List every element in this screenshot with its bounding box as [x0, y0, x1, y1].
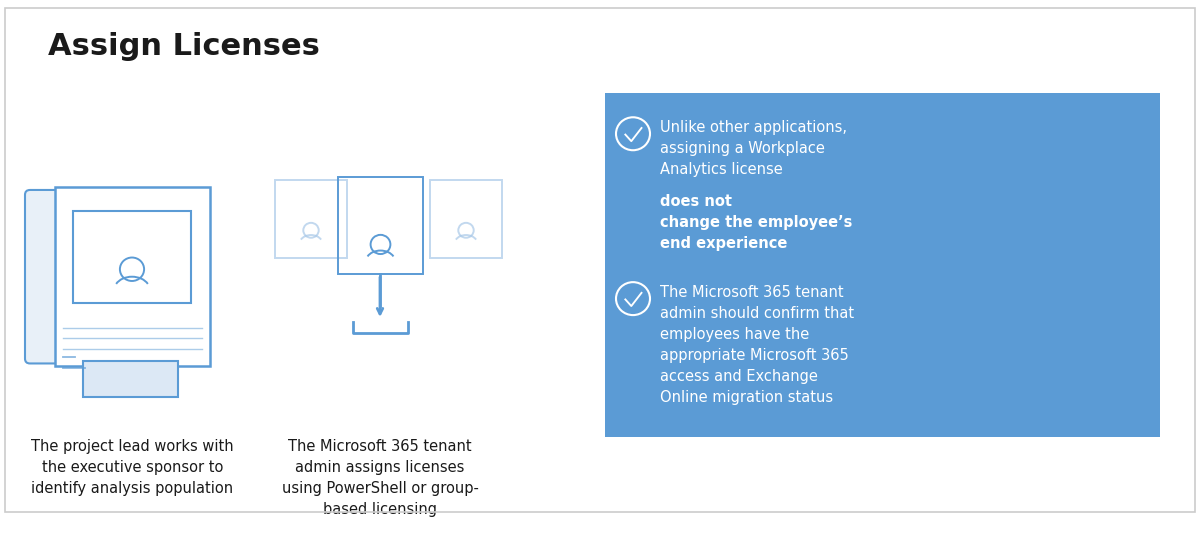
FancyBboxPatch shape: [83, 360, 178, 398]
Text: The project lead works with
the executive sponsor to
identify analysis populatio: The project lead works with the executiv…: [31, 439, 234, 496]
Text: Assign Licenses: Assign Licenses: [48, 32, 320, 61]
Text: The Microsoft 365 tenant
admin should confirm that
employees have the
appropriat: The Microsoft 365 tenant admin should co…: [660, 285, 854, 405]
FancyBboxPatch shape: [55, 187, 210, 366]
Text: does not
change the employee’s
end experience: does not change the employee’s end exper…: [660, 194, 852, 251]
FancyBboxPatch shape: [25, 190, 67, 364]
FancyBboxPatch shape: [605, 93, 1160, 437]
Text: The Microsoft 365 tenant
admin assigns licenses
using PowerShell or group-
based: The Microsoft 365 tenant admin assigns l…: [282, 439, 479, 517]
Text: Unlike other applications,
assigning a Workplace
Analytics license: Unlike other applications, assigning a W…: [660, 120, 847, 177]
